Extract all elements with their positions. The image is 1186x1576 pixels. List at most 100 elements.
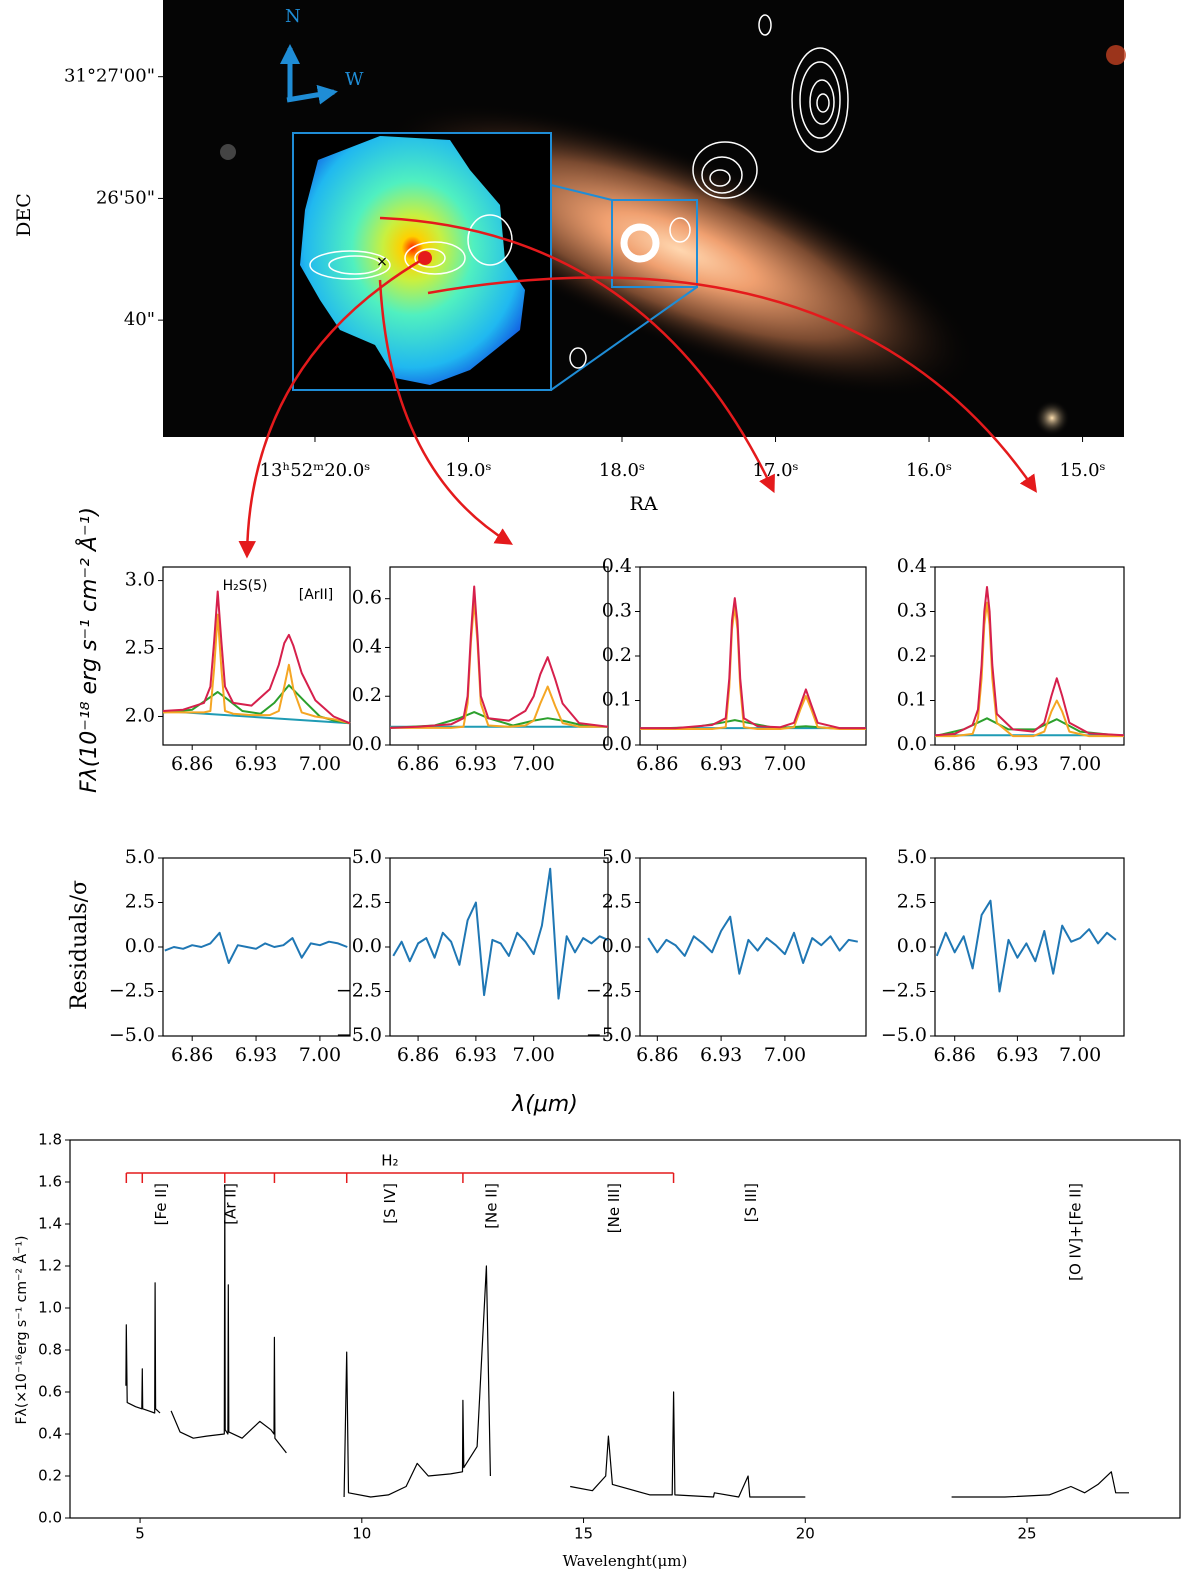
plot-frame [934, 566, 1125, 746]
y-tick-label: 0.6 [38, 1383, 62, 1401]
series-line [392, 867, 609, 1000]
y-tick-label: 0.2 [602, 644, 632, 666]
y-tick-label: 0.4 [602, 555, 632, 577]
plot-frame [639, 857, 867, 1037]
y-tick-label: 0.0 [352, 935, 382, 957]
y-tick-label: −5.0 [586, 1024, 632, 1046]
series-line [390, 600, 608, 729]
y-tick-label: 5.0 [352, 846, 382, 868]
y-tick-label: 0.4 [352, 635, 382, 657]
cross-marker: × [376, 254, 388, 270]
x-tick-label: 7.00 [1059, 1044, 1101, 1066]
line-annotation: H₂S(5) [223, 578, 268, 594]
line-label: [Ne III] [605, 1183, 623, 1233]
plot-frame [389, 857, 609, 1037]
x-tick-label: 6.86 [934, 753, 976, 775]
y-tick-label: 0.3 [602, 600, 632, 622]
y-tick-label: 0.0 [352, 733, 382, 755]
x-tick-label: 18.0ˢ [599, 460, 645, 481]
contours [309, 14, 849, 369]
x-tick-label: 7.00 [1059, 753, 1101, 775]
line-annotation: [ArII] [299, 587, 334, 603]
series-line [640, 597, 866, 730]
x-tick-label: 6.93 [700, 1044, 742, 1066]
y-tick-label: 0.2 [38, 1467, 62, 1485]
y-tick-label: 2.5 [897, 891, 927, 913]
x-tick-label: 6.93 [996, 753, 1038, 775]
series-line [935, 601, 1124, 738]
y-tick-label: 0.2 [897, 644, 927, 666]
y-tick-label: 0.4 [38, 1425, 62, 1443]
x-tick-label: 5 [135, 1525, 145, 1543]
compass-arrow [286, 84, 338, 105]
y-tick-label: 5.0 [125, 846, 155, 868]
x-tick-label: 19.0ˢ [445, 460, 491, 481]
y-tick-label: 0.0 [897, 935, 927, 957]
y-axis-label: Fλ(10⁻¹⁸ erg s⁻¹ cm⁻² Å⁻¹) [75, 507, 102, 793]
x-tick-label: 7.00 [299, 753, 341, 775]
y-tick-label: 0.0 [38, 1509, 62, 1527]
x-axis-label: λ(μm) [511, 1092, 578, 1117]
y-axis-label: Residuals/σ [67, 880, 92, 1010]
y-tick-label: 3.0 [125, 569, 155, 591]
zoom-line [550, 286, 698, 391]
x-tick-label: 6.86 [171, 753, 213, 775]
y-tick-label: 31°27'00" [64, 66, 155, 87]
y-tick-label: 0.6 [352, 587, 382, 609]
y-axis-label: DEC [13, 193, 35, 237]
inset-emission [300, 136, 525, 385]
y-tick-label: 0.8 [38, 1341, 62, 1359]
x-axis-label: Wavelenght(μm) [563, 1552, 688, 1570]
y-tick-label: −2.5 [881, 980, 927, 1002]
x-tick-label: 6.93 [235, 753, 277, 775]
y-tick-label: 1.4 [38, 1215, 62, 1233]
x-tick-label: 7.00 [764, 1044, 806, 1066]
y-tick-label: 5.0 [602, 846, 632, 868]
y-tick-label: −2.5 [109, 980, 155, 1002]
series-line [162, 590, 351, 725]
y-tick-label: −5.0 [109, 1024, 155, 1046]
arrow [427, 276, 1037, 493]
star [1106, 45, 1126, 65]
x-tick-label: 6.86 [636, 753, 678, 775]
x-tick-label: 10 [352, 1525, 371, 1543]
x-tick-label: 6.86 [397, 1044, 439, 1066]
connectors [238, 216, 1037, 559]
x-tick-label: 6.86 [397, 753, 439, 775]
x-tick-label: 13ʰ52ᵐ20.0ˢ [260, 460, 371, 481]
compass-north: N [285, 6, 301, 27]
x-tick-label: 6.93 [235, 1044, 277, 1066]
x-tick-label: 7.00 [513, 1044, 555, 1066]
y-tick-label: 5.0 [897, 846, 927, 868]
x-tick-label: 7.00 [513, 753, 555, 775]
x-tick-label: 6.86 [934, 1044, 976, 1066]
y-tick-label: 0.1 [602, 689, 632, 711]
x-tick-label: 6.93 [700, 753, 742, 775]
series-line [647, 915, 858, 975]
star [220, 144, 236, 160]
x-tick-label: 7.00 [764, 753, 806, 775]
x-tick-label: 6.93 [455, 753, 497, 775]
y-tick-label: 0.0 [602, 733, 632, 755]
line-label: [Fe II] [152, 1183, 170, 1225]
x-tick-label: 6.93 [996, 1044, 1038, 1066]
plot-frame [934, 857, 1125, 1037]
x-tick-label: 17.0ˢ [752, 460, 798, 481]
zoom-box [611, 199, 698, 288]
x-tick-label: 6.93 [455, 1044, 497, 1066]
x-tick-label: 16.0ˢ [906, 460, 952, 481]
y-tick-label: −5.0 [336, 1024, 382, 1046]
line-label: [S IV] [381, 1183, 399, 1224]
plot-frame [69, 1139, 1181, 1519]
y-tick-label: −5.0 [881, 1024, 927, 1046]
series-line [164, 931, 348, 964]
compass: N W [280, 6, 364, 105]
compass-west: W [345, 69, 364, 90]
line-label: [Ar II] [221, 1183, 239, 1225]
series-line [640, 606, 866, 730]
x-tick-label: 15.0ˢ [1059, 460, 1105, 481]
y-tick-label: 0.3 [897, 600, 927, 622]
h2-label: H₂ [381, 1152, 398, 1170]
y-tick-label: 26'50" [96, 187, 155, 208]
